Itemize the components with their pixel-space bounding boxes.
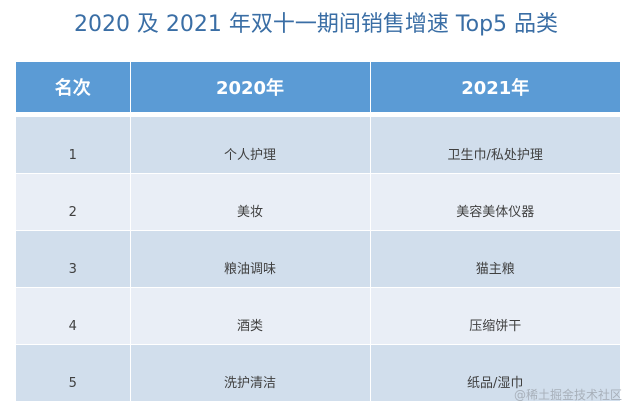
category-2021-cell: 卫生巾/私处护理 bbox=[370, 116, 620, 174]
category-2020-cell: 酒类 bbox=[130, 287, 371, 345]
table-row: 2 美妆 美容美体仪器 bbox=[16, 173, 620, 231]
rank-cell: 3 bbox=[16, 230, 131, 288]
watermark: @稀土掘金技术社区 bbox=[513, 388, 622, 402]
rank-cell: 4 bbox=[16, 287, 131, 345]
category-2021-cell: 美容美体仪器 bbox=[370, 173, 620, 231]
rank-cell: 1 bbox=[16, 116, 131, 174]
category-2020-cell: 粮油调味 bbox=[130, 230, 371, 288]
category-2020-cell: 个人护理 bbox=[130, 116, 371, 174]
rank-cell: 5 bbox=[16, 344, 131, 401]
table-row: 4 酒类 压缩饼干 bbox=[16, 287, 620, 345]
top5-table: 名次 2020年 2021年 1 个人护理 卫生巾/私处护理 2 美妆 美容美体… bbox=[16, 62, 620, 401]
table-row: 1 个人护理 卫生巾/私处护理 bbox=[16, 116, 620, 174]
rank-cell: 2 bbox=[16, 173, 131, 231]
category-2021-cell: 纸品/湿巾 bbox=[370, 344, 620, 401]
category-2021-cell: 压缩饼干 bbox=[370, 287, 620, 345]
page-title: 2020 及 2021 年双十一期间销售增速 Top5 品类 bbox=[73, 12, 559, 37]
table-row: 5 洗护清洁 纸品/湿巾 bbox=[16, 344, 620, 401]
header-2021: 2021年 bbox=[370, 62, 620, 112]
category-2021-cell: 猫主粮 bbox=[370, 230, 620, 288]
header-rank: 名次 bbox=[16, 62, 131, 112]
category-2020-cell: 洗护清洁 bbox=[130, 344, 371, 401]
table-row: 3 粮油调味 猫主粮 bbox=[16, 230, 620, 288]
category-2020-cell: 美妆 bbox=[130, 173, 371, 231]
table-header-row: 名次 2020年 2021年 bbox=[16, 62, 620, 112]
header-2020: 2020年 bbox=[130, 62, 371, 112]
